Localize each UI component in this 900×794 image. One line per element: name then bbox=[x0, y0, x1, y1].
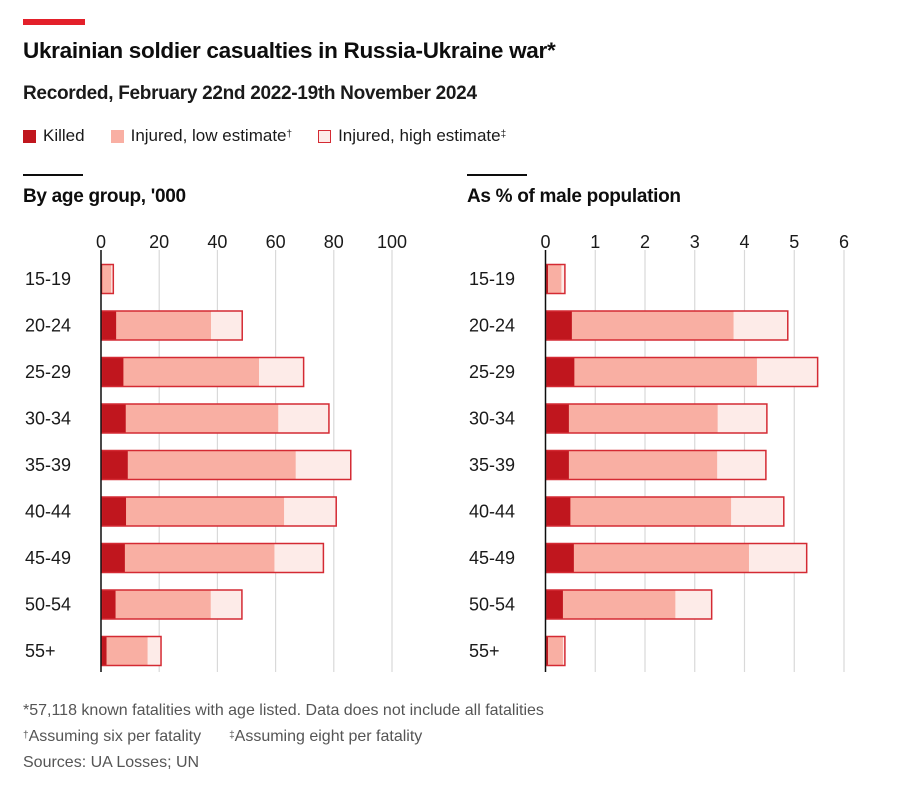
bar-killed-age bbox=[101, 636, 107, 666]
bar-injured-low-pct bbox=[545, 264, 562, 294]
category-label-pct: 50-54 bbox=[469, 595, 515, 615]
bar-killed-age bbox=[101, 496, 127, 527]
dagger-mark: † bbox=[286, 128, 293, 140]
panel-rule-right bbox=[467, 174, 527, 176]
bar-killed-age bbox=[101, 589, 116, 620]
category-label-age: 55+ bbox=[25, 641, 56, 661]
bar-killed-pct bbox=[545, 589, 563, 620]
bar-injured-low-age bbox=[101, 543, 275, 573]
x-tick-label-pct: 6 bbox=[839, 232, 849, 252]
bar-injured-low-pct bbox=[545, 450, 718, 480]
accent-bar bbox=[23, 19, 85, 25]
bar-killed-age bbox=[101, 543, 125, 573]
x-tick-label-pct: 4 bbox=[739, 232, 749, 252]
bar-injured-low-pct bbox=[545, 310, 734, 341]
bar-injured-low-age bbox=[101, 310, 211, 341]
footnote-assumptions: †Assuming six per fatality ‡Assuming eigh… bbox=[23, 724, 544, 750]
x-tick-label-pct: 2 bbox=[640, 232, 650, 252]
x-tick-label-age: 40 bbox=[207, 232, 227, 252]
bar-injured-low-age bbox=[101, 496, 285, 527]
x-tick-label-age: 60 bbox=[266, 232, 286, 252]
x-tick-label-pct: 5 bbox=[789, 232, 799, 252]
footnote-sources: Sources: UA Losses; UN bbox=[23, 754, 200, 771]
bar-injured-low-age bbox=[101, 589, 211, 620]
bar-injured-low-pct bbox=[545, 589, 676, 620]
bar-injured-low-age bbox=[101, 403, 279, 434]
bar-charts: 0 20 40 60 80 10015-1920-2425-2930-3435-3940-… bbox=[25, 232, 849, 672]
bar-killed-pct bbox=[545, 357, 575, 387]
category-label-pct: 55+ bbox=[469, 641, 500, 661]
category-label-age: 35-39 bbox=[25, 455, 71, 475]
bar-injured-low-pct bbox=[545, 496, 732, 527]
category-label-age: 30-34 bbox=[25, 409, 71, 429]
category-label-age: 15-19 bbox=[25, 269, 71, 289]
footnote-fatalities: *57,118 known fatalities with age listed… bbox=[23, 702, 544, 719]
bar-killed-age bbox=[101, 357, 124, 387]
legend: Killed Injured, low estimate † Injured, h… bbox=[23, 126, 532, 146]
x-tick-label-age: 80 bbox=[324, 232, 344, 252]
legend-item-injured-high: Injured, high estimate ‡ bbox=[318, 126, 506, 146]
legend-swatch-injured-high bbox=[318, 129, 332, 143]
chart-title: Ukrainian soldier casualties in Russia-U… bbox=[23, 38, 556, 63]
legend-item-killed: Killed bbox=[23, 126, 85, 146]
category-label-pct: 20-24 bbox=[469, 316, 515, 336]
legend-swatch-killed bbox=[23, 129, 36, 143]
category-label-pct: 30-34 bbox=[469, 409, 515, 429]
bar-injured-low-age bbox=[101, 264, 112, 294]
panel-title-male-population: As % of male population bbox=[467, 186, 681, 207]
bar-injured-low-age bbox=[101, 636, 148, 666]
category-label-age: 20-24 bbox=[25, 316, 71, 336]
x-tick-label-age: 0 bbox=[96, 232, 106, 252]
category-label-pct: 45-49 bbox=[469, 548, 515, 568]
chart-subtitle: Recorded, February 22nd 2022-19th Novemb… bbox=[23, 83, 477, 104]
bar-killed-pct bbox=[545, 403, 569, 434]
panel-rule-left bbox=[23, 174, 83, 176]
double-dagger-mark: ‡ bbox=[500, 128, 507, 140]
legend-item-injured-low: Injured, low estimate † bbox=[110, 126, 293, 146]
footnotes: *57,118 known fatalities with age listed… bbox=[23, 698, 544, 776]
category-label-age: 25-29 bbox=[25, 362, 71, 382]
bar-killed-pct bbox=[545, 496, 571, 527]
legend-swatch-injured-low bbox=[110, 129, 124, 143]
x-tick-label-pct: 1 bbox=[590, 232, 600, 252]
dagger-mark: † bbox=[23, 730, 29, 741]
category-label-pct: 25-29 bbox=[469, 362, 515, 382]
bar-killed-pct bbox=[545, 450, 569, 480]
x-tick-label-age: 100 bbox=[377, 232, 407, 252]
bar-injured-low-pct bbox=[545, 543, 749, 573]
footnote-low-assumption: Assuming six per fatality bbox=[28, 728, 202, 745]
legend-label-killed: Killed bbox=[43, 126, 85, 145]
footnote-high-assumption: Assuming eight per fatality bbox=[234, 728, 423, 745]
category-label-age: 40-44 bbox=[25, 502, 71, 522]
x-tick-label-age: 20 bbox=[149, 232, 169, 252]
bar-killed-age bbox=[101, 310, 117, 341]
bar-injured-low-pct bbox=[545, 636, 563, 666]
legend-label-injured-high: Injured, high estimate bbox=[338, 126, 501, 145]
category-label-pct: 40-44 bbox=[469, 502, 515, 522]
category-label-pct: 15-19 bbox=[469, 269, 515, 289]
bar-injured-low-age bbox=[101, 450, 296, 480]
x-tick-label-pct: 3 bbox=[690, 232, 700, 252]
bar-injured-low-age bbox=[101, 357, 260, 387]
bar-killed-age bbox=[101, 450, 128, 480]
bar-killed-age bbox=[101, 403, 126, 434]
category-label-age: 45-49 bbox=[25, 548, 71, 568]
panel-title-age-group: By age group, '000 bbox=[23, 186, 186, 207]
bar-killed-pct bbox=[545, 543, 574, 573]
legend-label-injured-low: Injured, low estimate bbox=[130, 126, 287, 145]
bar-killed-pct bbox=[545, 310, 572, 341]
x-tick-label-pct: 0 bbox=[540, 232, 550, 252]
category-label-pct: 35-39 bbox=[469, 455, 515, 475]
category-label-age: 50-54 bbox=[25, 595, 71, 615]
double-dagger-mark: ‡ bbox=[229, 730, 235, 741]
bar-injured-low-pct bbox=[545, 357, 757, 387]
bar-injured-low-pct bbox=[545, 403, 718, 434]
